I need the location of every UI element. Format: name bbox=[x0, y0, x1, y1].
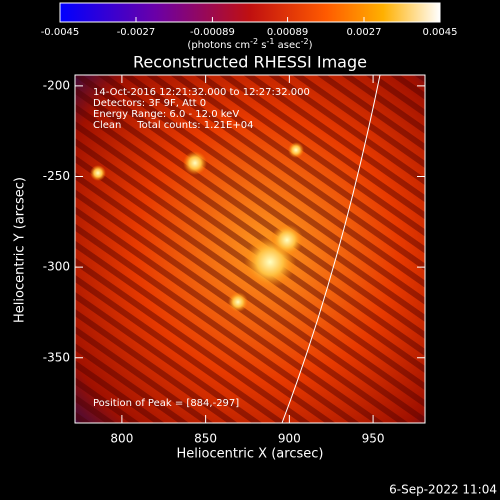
colorbar-tick-label: 0.0045 bbox=[423, 27, 458, 38]
y-tick-label: -250 bbox=[43, 169, 70, 183]
colorbar-tick-label: 0.00089 bbox=[267, 27, 308, 38]
annotation: Detectors: 3F 9F, Att 0 bbox=[93, 98, 206, 109]
image bbox=[75, 75, 425, 423]
x-tick-label: 800 bbox=[110, 432, 133, 446]
x-tick-label: 900 bbox=[278, 432, 301, 446]
colorbar-label: (photons cm-2 s-1 asec-2) bbox=[187, 37, 312, 52]
colorbar bbox=[59, 2, 441, 23]
colorbar-tick-label: -0.00089 bbox=[190, 27, 235, 38]
colorbar-label-part: -2 bbox=[250, 37, 258, 46]
colorbar-tick-label: 0.0027 bbox=[347, 27, 382, 38]
footer-date: 6-Sep-2022 11:04 bbox=[389, 483, 497, 497]
peak-label: Position of Peak = [884,-297] bbox=[93, 398, 239, 409]
colorbar-label-part: -2 bbox=[301, 37, 309, 46]
y-axis-label: Heliocentric Y (arcsec) bbox=[13, 177, 28, 323]
colorbar-label-part: -1 bbox=[267, 37, 275, 46]
y-tick-label: -350 bbox=[43, 350, 70, 364]
colorbar-label-part: (photons cm bbox=[187, 40, 250, 51]
colorbar-label-part: ) bbox=[309, 40, 313, 51]
y-tick-label: -300 bbox=[43, 260, 70, 274]
colorbar-label-part: s bbox=[258, 40, 266, 51]
annotation: Clean Total counts: 1.21E+04 bbox=[93, 120, 253, 131]
y-tick-label: -200 bbox=[43, 78, 70, 92]
colorbar-tick-label: -0.0045 bbox=[41, 27, 80, 38]
colorbar-label-part: asec bbox=[275, 40, 301, 51]
x-tick-label: 950 bbox=[362, 432, 385, 446]
x-axis-label: Heliocentric X (arcsec) bbox=[177, 447, 324, 462]
x-tick-label: 850 bbox=[194, 432, 217, 446]
chart-title: Reconstructed RHESSI Image bbox=[133, 53, 367, 72]
annotation: 14-Oct-2016 12:21:32.000 to 12:27:32.000 bbox=[93, 87, 310, 98]
annotation: Energy Range: 6.0 - 12.0 keV bbox=[93, 109, 239, 120]
colorbar-tick-label: -0.0027 bbox=[117, 27, 156, 38]
